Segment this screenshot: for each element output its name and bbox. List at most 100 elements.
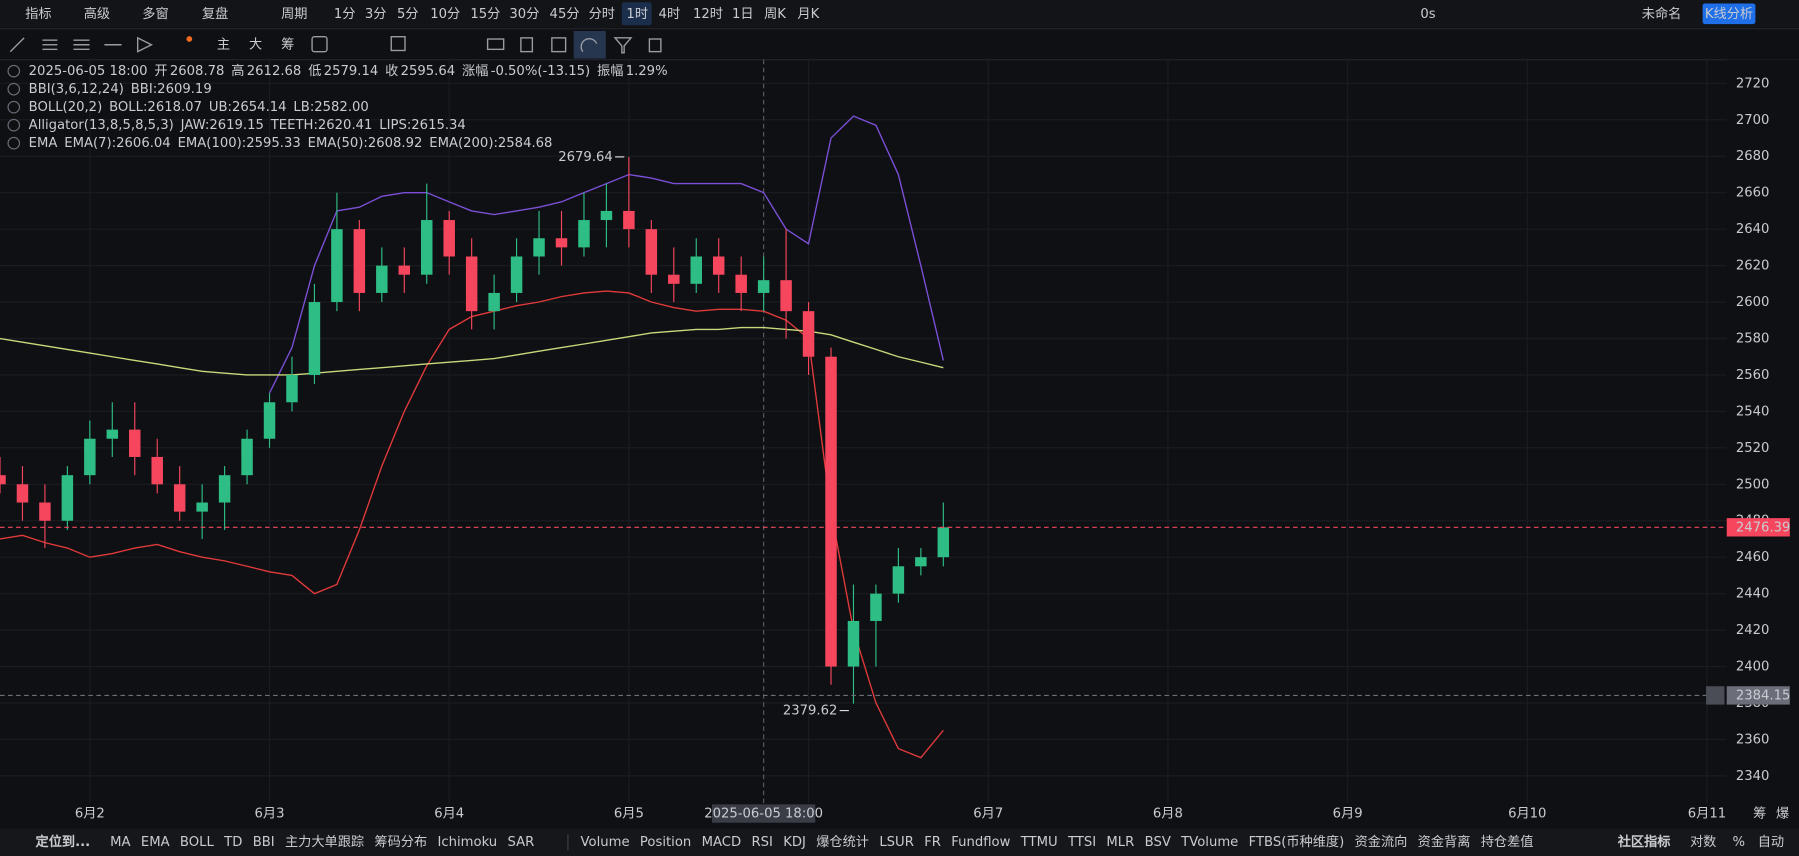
locate[interactable]: 定位到... xyxy=(36,833,91,850)
toolbar-item[interactable]: 周期 xyxy=(281,6,307,22)
period-button[interactable]: 45分 xyxy=(550,6,580,22)
indicator-tab[interactable]: Volume xyxy=(581,835,630,850)
indicator-tab[interactable]: 爆仓统计 xyxy=(816,834,869,850)
period-button[interactable]: 12时 xyxy=(693,6,723,22)
indicator-tab[interactable]: MLR xyxy=(1106,835,1134,850)
indicator-tab[interactable]: 资金流向 xyxy=(1355,834,1408,850)
indicator-tab[interactable]: RSI xyxy=(751,835,772,850)
candle-body xyxy=(129,429,141,457)
x-tick-label: 6月8 xyxy=(1153,807,1183,822)
layout-name[interactable]: 未命名 xyxy=(1642,5,1682,22)
indicator-tab[interactable]: MA xyxy=(110,835,130,850)
active-tool[interactable] xyxy=(573,30,606,59)
drawing-icons xyxy=(9,36,662,54)
indicator-tab[interactable]: 资金背离 xyxy=(1418,833,1471,850)
period-button[interactable]: 4时 xyxy=(659,6,681,22)
crosshair-label: 2025-06-05 18:00 xyxy=(704,807,823,822)
drawing-tool[interactable]: 大 xyxy=(249,37,262,53)
x-tick-label: 6月4 xyxy=(434,807,464,822)
candle-body xyxy=(398,265,411,275)
indicator-tab[interactable]: 主力大单跟踪 xyxy=(285,834,364,850)
candle-body xyxy=(263,402,276,439)
x-tick-label: 6月3 xyxy=(255,807,285,822)
y-tick-label: 2660 xyxy=(1736,186,1770,201)
candle-body xyxy=(308,302,321,375)
toolbar-item[interactable]: 多窗 xyxy=(142,5,168,22)
auto-toggle[interactable]: 自动 xyxy=(1758,834,1784,850)
period-button[interactable]: 10分 xyxy=(430,6,460,22)
period-button[interactable]: 15分 xyxy=(470,6,500,22)
legend-text: BOLL:2618.07 xyxy=(109,100,202,115)
indicator-tab[interactable]: TD xyxy=(223,835,242,850)
plot xyxy=(0,59,1727,804)
indicator-tab[interactable]: FTBS(币种维度) xyxy=(1249,834,1345,850)
indicator-tab[interactable]: Fundflow xyxy=(951,835,1010,850)
y-tick-label: 2460 xyxy=(1736,550,1770,565)
candle-body xyxy=(286,374,298,403)
period-button[interactable]: 周K xyxy=(764,7,786,22)
legend-icon xyxy=(7,136,21,150)
toolbar-item[interactable]: 指标 xyxy=(25,6,51,22)
indicator-tab[interactable]: BOLL xyxy=(180,835,215,850)
community[interactable]: 社区指标 xyxy=(1617,833,1671,850)
period-button[interactable]: 3分 xyxy=(365,6,387,22)
indicator-tab[interactable]: MACD xyxy=(702,835,742,850)
legend-text: 涨幅 xyxy=(462,63,488,79)
add-alert[interactable] xyxy=(1706,686,1725,705)
analysis-button[interactable]: K线分析 xyxy=(1705,6,1753,22)
period-button[interactable]: 1时 xyxy=(626,6,648,22)
price-label: 2384.15 xyxy=(1736,688,1791,703)
indicator-tab[interactable]: 筹码分布 xyxy=(374,833,427,850)
toolbar-item[interactable]: 高级 xyxy=(84,5,110,22)
indicator-tab[interactable]: Ichimoku xyxy=(438,835,498,850)
candle-body xyxy=(623,210,635,230)
period-button[interactable]: 分时 xyxy=(589,6,615,22)
legend-text: UB:2654.14 xyxy=(209,100,287,115)
crosshair-label-bg xyxy=(712,804,816,823)
period-button[interactable]: 5分 xyxy=(397,6,419,22)
candle-body xyxy=(712,256,725,275)
indicator-tab[interactable]: LSUR xyxy=(879,835,914,850)
indicator-tab[interactable]: EMA xyxy=(141,835,170,850)
side-label[interactable]: 筹 xyxy=(1753,805,1766,822)
candle-body xyxy=(376,265,388,293)
timer: 0s xyxy=(1420,7,1435,22)
y-tick-label: 2440 xyxy=(1736,587,1770,602)
legend-text: 2025-06-05 18:00 xyxy=(29,64,148,79)
legend-text: 低 xyxy=(308,63,321,79)
indicator-tab[interactable]: TVolume xyxy=(1180,835,1238,850)
indicator-tab[interactable]: KDJ xyxy=(783,835,806,850)
legend-text: 2612.68 xyxy=(247,64,302,79)
percent-toggle[interactable]: % xyxy=(1732,835,1745,850)
y-tick-label: 2560 xyxy=(1736,368,1770,383)
indicator-tab[interactable]: Position xyxy=(640,835,691,850)
period-button[interactable]: 月K xyxy=(797,7,819,22)
log-toggle[interactable]: 对数 xyxy=(1690,834,1716,850)
legend-text: EMA(7):2606.04 xyxy=(64,136,170,151)
indicator-tab[interactable]: TTMU xyxy=(1020,835,1058,850)
legend-icon xyxy=(7,82,21,96)
candle-body xyxy=(151,456,163,485)
candle-body xyxy=(645,229,658,275)
candle-body xyxy=(668,274,680,284)
analysis-button-bg[interactable] xyxy=(1702,3,1756,25)
y-tick-label: 2600 xyxy=(1736,295,1770,310)
indicator-tab[interactable]: FR xyxy=(924,835,941,850)
drawing-tool[interactable]: 主 xyxy=(217,37,230,53)
toolbar-item[interactable]: 复盘 xyxy=(202,5,228,22)
drawing-tool[interactable]: 筹 xyxy=(281,36,294,53)
indicator-tab[interactable]: TTSI xyxy=(1067,835,1096,850)
y-tick-label: 2540 xyxy=(1736,404,1770,419)
period-button[interactable]: 30分 xyxy=(509,6,539,22)
indicator-tab[interactable]: SAR xyxy=(508,835,535,850)
indicator-tab[interactable]: BSV xyxy=(1145,835,1171,850)
period-button[interactable]: 1分 xyxy=(334,6,356,22)
legend-text: JAW:2619.15 xyxy=(180,118,264,133)
indicator-tab[interactable]: 持仓差值 xyxy=(1481,834,1534,850)
period-button[interactable]: 1日 xyxy=(732,7,754,22)
top-toolbar xyxy=(0,0,1799,28)
side-label[interactable]: 爆 xyxy=(1776,806,1789,822)
indicator-tab[interactable]: BBI xyxy=(253,835,275,850)
legend-text: EMA(100):2595.33 xyxy=(178,136,301,151)
